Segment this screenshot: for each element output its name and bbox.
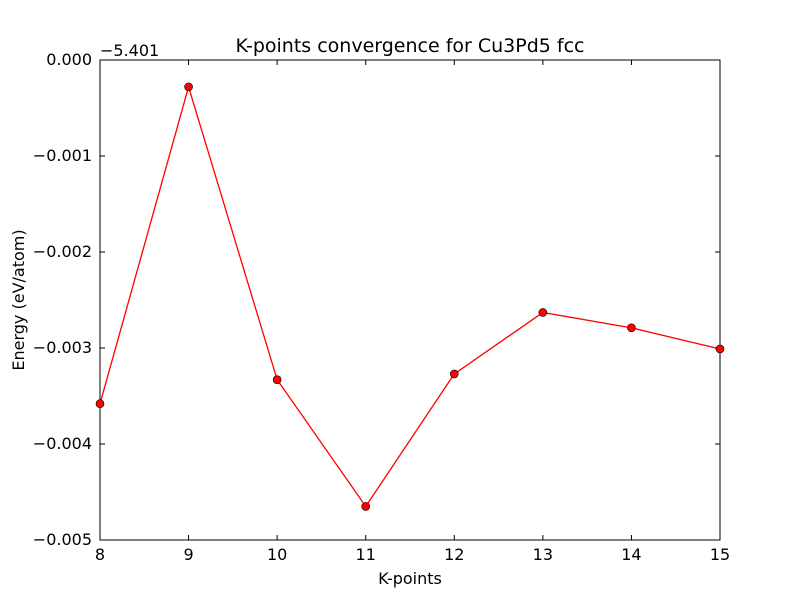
y-tick-label: −0.001 <box>33 146 92 165</box>
x-tick-label: 12 <box>444 545 464 564</box>
x-tick-label: 11 <box>356 545 376 564</box>
data-point <box>715 344 725 354</box>
data-point <box>184 82 193 92</box>
x-tick-label: 14 <box>621 545 641 564</box>
x-axis-label: K-points <box>378 569 442 588</box>
plot-frame <box>99 59 721 541</box>
y-tick-label: 0.000 <box>46 50 92 69</box>
plot-area: 8 9 10 11 12 13 14 15 0.000 −0.001 −0.002 −0.003 −0.… <box>33 50 730 564</box>
chart-title: K-points convergence for Cu3Pd5 fcc <box>236 35 585 57</box>
x-tick-label: 15 <box>710 545 730 564</box>
data-point <box>361 502 371 511</box>
x-tick-label: 13 <box>533 545 553 564</box>
data-point <box>449 369 459 379</box>
data-point <box>95 399 105 408</box>
y-tick-label: −0.004 <box>33 434 92 453</box>
series-line-0 <box>99 84 721 508</box>
y-tick-label: −0.003 <box>33 338 92 357</box>
y-axis-label: Energy (eV/atom) <box>9 229 28 370</box>
x-tick-label: 10 <box>267 545 287 564</box>
data-point <box>627 323 636 333</box>
y-tick-label: −0.005 <box>33 530 92 549</box>
data-point <box>272 375 282 384</box>
data-point <box>538 308 548 317</box>
y-tick-label: −0.002 <box>33 242 92 261</box>
y-offset-label: −5.401 <box>100 41 159 60</box>
x-tick-label: 9 <box>183 545 193 564</box>
x-tick-label: 8 <box>95 545 105 564</box>
